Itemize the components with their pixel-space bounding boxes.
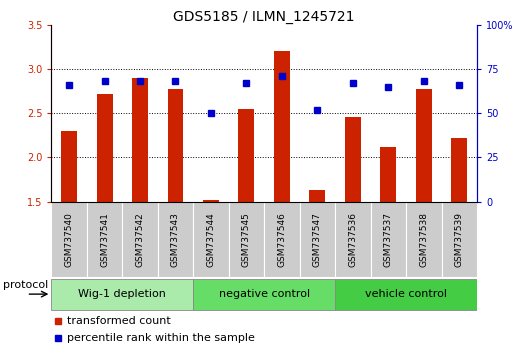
Bar [370, 202, 406, 278]
Title: GDS5185 / ILMN_1245721: GDS5185 / ILMN_1245721 [173, 10, 355, 24]
Text: transformed count: transformed count [68, 316, 171, 326]
Bar [345, 117, 361, 202]
Text: GSM737540: GSM737540 [65, 212, 73, 267]
Text: GSM737536: GSM737536 [348, 212, 358, 267]
Bar [229, 202, 264, 278]
Text: vehicle control: vehicle control [365, 289, 447, 299]
Text: GSM737538: GSM737538 [419, 212, 428, 267]
Text: GSM737545: GSM737545 [242, 212, 251, 267]
Bar [406, 202, 442, 278]
Bar [274, 51, 290, 202]
Bar [132, 78, 148, 202]
Bar [193, 202, 229, 278]
Bar [239, 109, 254, 202]
Bar [158, 202, 193, 278]
Text: GSM737541: GSM737541 [100, 212, 109, 267]
Bar [264, 202, 300, 278]
Bar [51, 202, 87, 278]
Bar [51, 279, 193, 310]
Bar [193, 279, 335, 310]
Text: GSM737546: GSM737546 [278, 212, 286, 267]
Text: GSM737539: GSM737539 [455, 212, 464, 267]
Bar [442, 202, 477, 278]
Text: Wig-1 depletion: Wig-1 depletion [78, 289, 166, 299]
Bar [61, 131, 77, 202]
Bar [300, 202, 335, 278]
Text: GSM737537: GSM737537 [384, 212, 393, 267]
Bar [168, 89, 184, 202]
Text: GSM737544: GSM737544 [206, 212, 215, 267]
Bar [416, 89, 432, 202]
Text: protocol: protocol [3, 280, 48, 290]
Bar [335, 202, 370, 278]
Text: percentile rank within the sample: percentile rank within the sample [68, 333, 255, 343]
Text: GSM737543: GSM737543 [171, 212, 180, 267]
Text: negative control: negative control [219, 289, 310, 299]
Bar [122, 202, 158, 278]
Bar [87, 202, 122, 278]
Bar [451, 138, 467, 202]
Bar [335, 279, 477, 310]
Bar [381, 147, 397, 202]
Bar [203, 200, 219, 202]
Text: GSM737542: GSM737542 [135, 212, 145, 267]
Bar [96, 94, 112, 202]
Bar [309, 190, 325, 202]
Text: GSM737547: GSM737547 [313, 212, 322, 267]
